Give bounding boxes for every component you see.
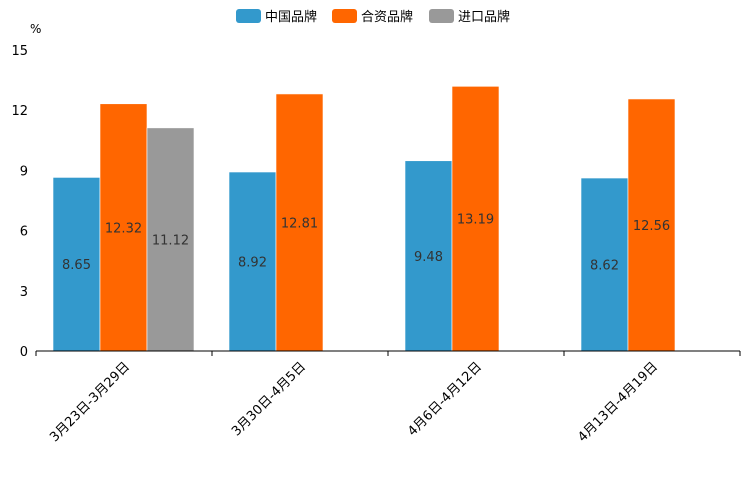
x-tick-label-1: 3月23日-3月29日 [47, 359, 133, 445]
y-tick-label: 0 [20, 345, 28, 360]
x-tick-label-2: 3月30日-4月5日 [229, 359, 309, 439]
legend: 中国品牌 合资品牌 进口品牌 [236, 9, 510, 25]
data-label-2-3: 13.19 [457, 213, 494, 228]
bar-2-2 [275, 93, 324, 352]
data-label-1-1: 8.65 [62, 258, 91, 273]
data-label-3-1: 11.12 [152, 233, 189, 248]
data-label-1-2: 8.92 [238, 256, 267, 271]
bar-1-3 [404, 160, 453, 352]
bar-2-1 [99, 103, 148, 352]
y-axis-unit-label: % [30, 22, 41, 36]
bar-1-4 [580, 177, 629, 352]
y-tick-label: 3 [20, 285, 28, 300]
y-axis: 0 3 6 9 12 15 [11, 44, 28, 360]
bar-3-1 [146, 127, 195, 352]
bar-1-2 [228, 171, 277, 352]
y-tick-label: 15 [11, 44, 28, 59]
legend-label-3: 进口品牌 [458, 9, 510, 25]
x-tick-label-4: 4月13日-4月19日 [575, 359, 661, 445]
y-tick-label: 9 [20, 164, 28, 179]
legend-label-2: 合资品牌 [361, 9, 413, 25]
y-tick-label: 6 [20, 225, 28, 240]
x-tick-label-3: 4月6日-4月12日 [405, 359, 485, 439]
legend-swatch-2 [332, 9, 357, 23]
data-label-2-4: 12.56 [633, 219, 670, 234]
y-tick-label: 12 [11, 104, 28, 119]
x-axis: 3月23日-3月29日 3月30日-4月5日 4月6日-4月12日 4月13日-4月1… [35, 350, 741, 445]
data-label-1-3: 9.48 [414, 250, 443, 265]
data-label-2-1: 12.32 [105, 221, 142, 236]
legend-swatch-3 [429, 9, 454, 23]
bar-1-1 [52, 177, 101, 352]
data-label-1-4: 8.62 [590, 259, 619, 274]
bars: 8.65 12.32 11.12 8.92 12.81 9.48 13.19 8.62 12.5… [52, 86, 676, 352]
legend-label-1: 中国品牌 [265, 9, 317, 25]
data-label-2-2: 12.81 [281, 216, 318, 231]
legend-swatch-1 [236, 9, 261, 23]
